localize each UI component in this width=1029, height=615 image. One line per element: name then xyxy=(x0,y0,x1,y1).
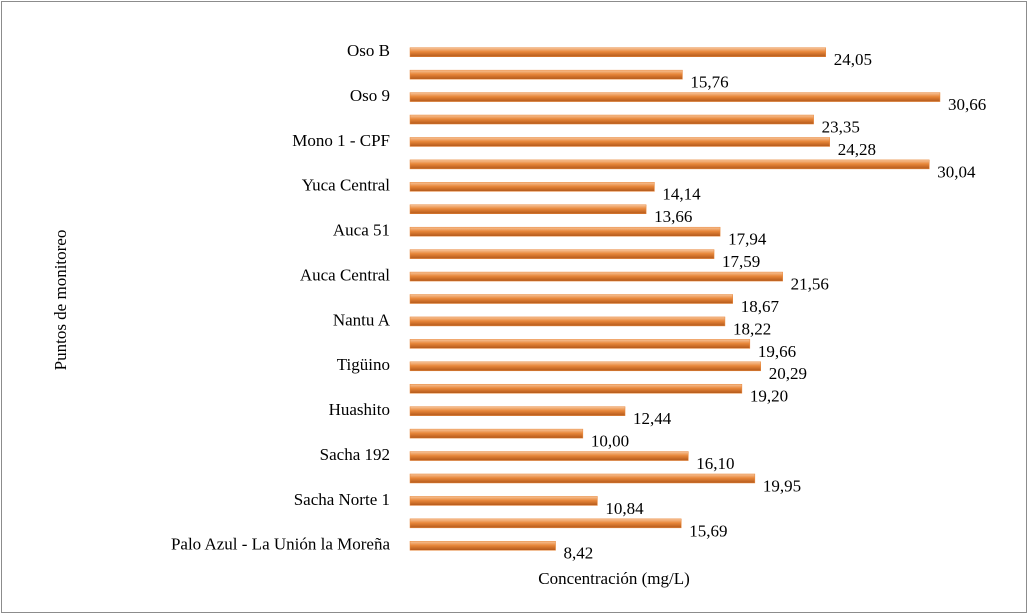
value-label: 17,59 xyxy=(722,252,760,271)
bar xyxy=(409,114,814,125)
bar xyxy=(409,496,598,506)
y-tick-label: Sacha Norte 1 xyxy=(294,490,390,509)
y-tick-label: Yuca Central xyxy=(302,176,391,195)
bar xyxy=(409,69,683,80)
bar xyxy=(409,451,689,461)
value-label: 18,22 xyxy=(733,319,771,338)
bar xyxy=(409,339,751,349)
bar xyxy=(409,182,655,192)
bar xyxy=(409,541,556,551)
value-label: 15,69 xyxy=(689,521,727,540)
value-label: 19,20 xyxy=(750,387,788,406)
bar xyxy=(409,249,715,259)
bar xyxy=(409,361,761,372)
y-tick-label: Nantu A xyxy=(333,310,391,329)
bar xyxy=(409,92,941,102)
value-label: 18,67 xyxy=(741,297,780,316)
bar xyxy=(409,204,647,215)
y-tick-label: Huashito xyxy=(329,400,390,419)
value-label: 19,95 xyxy=(763,476,801,495)
value-label: 21,56 xyxy=(791,274,829,293)
bar xyxy=(409,406,626,416)
bar xyxy=(409,473,756,484)
value-label: 16,10 xyxy=(696,454,734,473)
bar xyxy=(409,428,584,439)
y-tick-label: Auca Central xyxy=(300,265,390,284)
value-label: 17,94 xyxy=(728,230,767,249)
y-axis-label: Puntos de monitoreo xyxy=(51,230,70,371)
y-tick-label: Oso B xyxy=(347,41,390,60)
y-tick-label: Sacha 192 xyxy=(320,445,390,464)
x-axis-label: Concentración (mg/L) xyxy=(538,569,690,588)
value-label: 8,42 xyxy=(564,544,594,563)
bar xyxy=(409,226,721,237)
value-label: 23,35 xyxy=(822,117,860,136)
y-tick-label: Mono 1 - CPF xyxy=(292,131,390,150)
value-label: 12,44 xyxy=(633,409,672,428)
value-label: 24,05 xyxy=(834,50,872,69)
value-label: 20,29 xyxy=(769,364,807,383)
bar xyxy=(409,137,830,147)
value-label: 30,04 xyxy=(937,162,976,181)
value-label: 19,66 xyxy=(758,342,796,361)
y-tick-label: Tigüino xyxy=(337,355,390,374)
bar xyxy=(409,383,743,394)
value-label: 14,14 xyxy=(662,185,701,204)
value-label: 30,66 xyxy=(948,95,986,114)
y-tick-label: Oso 9 xyxy=(350,86,390,105)
value-label: 13,66 xyxy=(654,207,692,226)
bar xyxy=(409,47,826,57)
y-tick-label: Auca 51 xyxy=(333,221,390,240)
bar xyxy=(409,518,682,529)
y-tick-label: Palo Azul - La Unión la Moreña xyxy=(171,535,391,554)
bar xyxy=(409,271,783,282)
value-label: 10,00 xyxy=(591,432,629,451)
value-label: 10,84 xyxy=(605,499,644,518)
value-label: 24,28 xyxy=(838,140,876,159)
bar xyxy=(409,159,930,170)
bar xyxy=(409,294,733,304)
bar xyxy=(409,316,726,327)
value-label: 15,76 xyxy=(690,73,728,92)
